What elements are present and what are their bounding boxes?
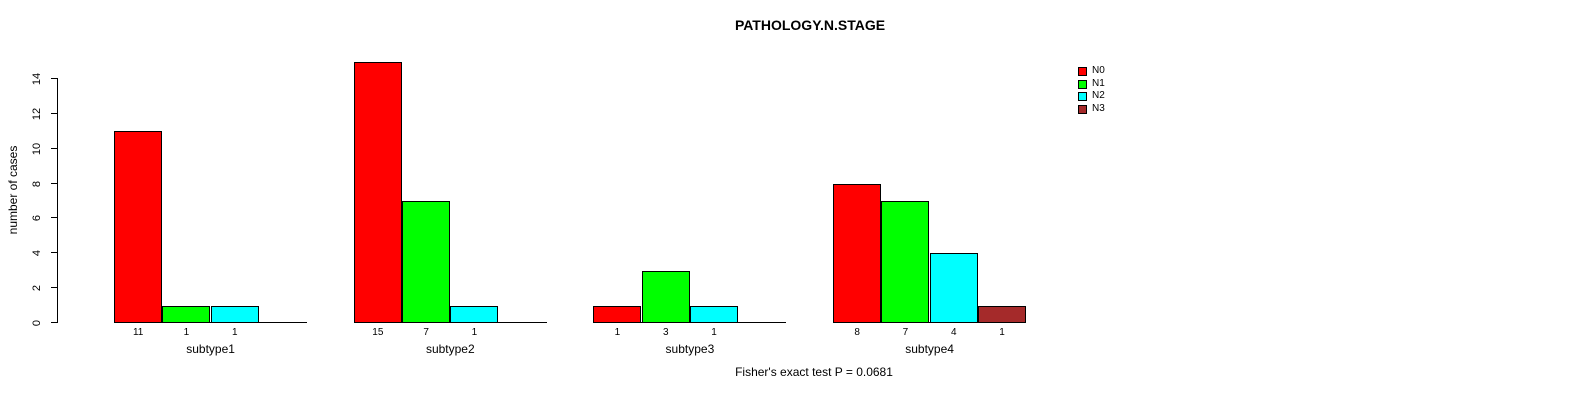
- x-baseline: [833, 322, 1027, 323]
- y-axis-tick-label: 6: [31, 214, 43, 221]
- bar-value-label-subtype2-N0: 15: [372, 327, 384, 338]
- chart-title: PATHOLOGY.N.STAGE: [734, 17, 886, 33]
- y-axis-tick: [51, 113, 57, 114]
- legend-swatch-N3: [1078, 105, 1087, 114]
- bar-subtype2-N2: [450, 306, 498, 323]
- bar-subtype4-N0: [833, 184, 881, 323]
- x-baseline: [114, 322, 308, 323]
- bar-subtype1-N1: [162, 306, 210, 323]
- y-axis-tick: [51, 252, 57, 253]
- y-axis-tick-label: 8: [31, 180, 43, 187]
- bar-subtype4-N3: [978, 306, 1026, 323]
- bar-subtype4-N1: [881, 201, 929, 323]
- x-category-label-subtype4: subtype4: [905, 342, 954, 356]
- x-category-label-subtype2: subtype2: [425, 342, 475, 356]
- x-category-label-subtype1: subtype1: [186, 342, 235, 356]
- legend-label-N2: N2: [1092, 90, 1105, 101]
- x-category-label-subtype3: subtype3: [665, 342, 715, 356]
- y-axis-tick-label: 4: [31, 249, 43, 256]
- bar-value-label-subtype3-N0: 1: [614, 327, 621, 338]
- y-axis-tick: [51, 183, 57, 184]
- bar-value-label-subtype1-N0: 11: [132, 327, 144, 338]
- y-axis-tick-label: 2: [31, 284, 43, 291]
- bar-value-label-subtype4-N2: 4: [950, 327, 957, 338]
- legend-swatch-N0: [1078, 67, 1087, 76]
- y-axis-line: [57, 78, 58, 323]
- bar-subtype3-N2: [690, 306, 738, 323]
- y-axis-tick-label: 12: [31, 107, 43, 120]
- legend-label-N1: N1: [1092, 78, 1105, 89]
- y-axis-tick: [51, 78, 57, 79]
- y-axis-tick-label: 10: [31, 142, 43, 155]
- y-axis-tick: [51, 287, 57, 288]
- bar-subtype4-N2: [930, 253, 978, 323]
- bar-value-label-subtype2-N2: 1: [471, 327, 478, 338]
- bar-subtype1-N0: [114, 131, 162, 323]
- bar-value-label-subtype4-N1: 7: [902, 327, 909, 338]
- bar-value-label-subtype3-N2: 1: [711, 327, 717, 338]
- y-axis-tick: [51, 148, 57, 149]
- y-axis-tick-label: 0: [31, 319, 43, 326]
- legend-label-N3: N3: [1092, 103, 1105, 114]
- bar-value-label-subtype1-N1: 1: [183, 327, 190, 338]
- y-axis-tick: [51, 217, 57, 218]
- bar-value-label-subtype1-N2: 1: [231, 327, 238, 338]
- legend-label-N0: N0: [1092, 65, 1105, 76]
- bar-subtype2-N1: [402, 201, 450, 323]
- y-axis-tick-label: 14: [31, 72, 43, 85]
- bar-value-label-subtype2-N1: 7: [423, 327, 429, 338]
- bar-subtype2-N0: [354, 62, 402, 323]
- y-axis-tick: [51, 322, 57, 323]
- bar-subtype3-N1: [642, 271, 690, 323]
- legend-swatch-N2: [1078, 92, 1087, 101]
- legend-swatch-N1: [1078, 80, 1087, 89]
- bar-subtype3-N0: [593, 306, 641, 323]
- bar-value-label-subtype3-N1: 3: [662, 327, 669, 338]
- bar-value-label-subtype4-N3: 1: [999, 327, 1005, 338]
- annotation-fisher-test: Fisher's exact test P = 0.0681: [735, 365, 893, 379]
- bar-subtype1-N2: [211, 306, 259, 323]
- bar-value-label-subtype4-N0: 8: [854, 327, 860, 338]
- y-axis-label: number of cases: [6, 145, 20, 235]
